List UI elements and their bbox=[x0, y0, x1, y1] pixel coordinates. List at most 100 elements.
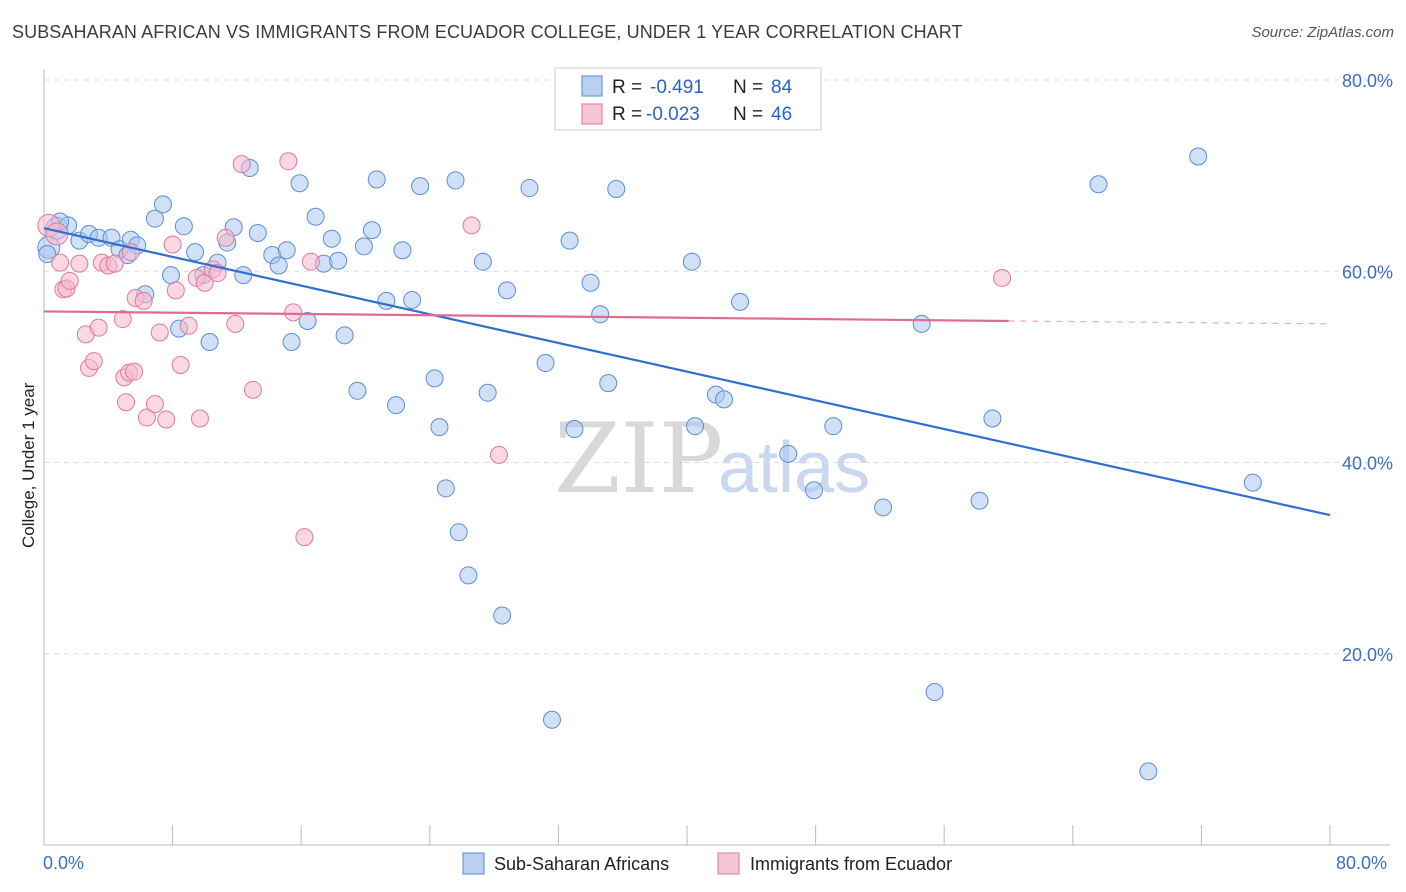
legend-r-label-1: R = bbox=[612, 77, 642, 98]
point-ecuador bbox=[993, 268, 1012, 287]
point-ecuador bbox=[195, 273, 214, 292]
legend-n-label-2: N = bbox=[733, 104, 763, 125]
point-sub-saharan bbox=[1089, 175, 1108, 194]
point-ecuador bbox=[166, 281, 185, 300]
point-sub-saharan bbox=[560, 231, 579, 250]
chart-source: Source: ZipAtlas.com bbox=[1251, 24, 1394, 41]
legend-r-label-2: R = bbox=[612, 104, 642, 125]
point-sub-saharan bbox=[186, 243, 205, 262]
point-sub-saharan bbox=[874, 498, 893, 517]
point-ecuador bbox=[279, 152, 298, 171]
point-sub-saharan bbox=[298, 311, 317, 330]
point-sub-saharan bbox=[682, 252, 701, 271]
point-sub-saharan bbox=[459, 566, 478, 585]
point-ecuador bbox=[60, 271, 79, 290]
point-sub-saharan bbox=[493, 606, 512, 625]
point-ecuador bbox=[232, 155, 251, 174]
point-sub-saharan bbox=[174, 217, 193, 236]
point-sub-saharan bbox=[591, 305, 610, 324]
point-sub-saharan bbox=[411, 177, 430, 196]
point-sub-saharan bbox=[520, 179, 539, 198]
point-sub-saharan bbox=[335, 326, 354, 345]
point-sub-saharan bbox=[200, 333, 219, 352]
point-ecuador bbox=[284, 303, 303, 322]
point-sub-saharan bbox=[446, 171, 465, 190]
point-sub-saharan bbox=[403, 290, 422, 309]
point-sub-saharan bbox=[581, 273, 600, 292]
point-ecuador bbox=[489, 445, 508, 464]
x-tick-label-min: 0.0% bbox=[43, 853, 84, 873]
point-sub-saharan bbox=[269, 256, 288, 275]
point-sub-saharan bbox=[362, 221, 381, 240]
y-axis-title: College, Under 1 year bbox=[19, 382, 38, 548]
point-ecuador bbox=[84, 352, 103, 371]
point-ecuador bbox=[89, 318, 108, 337]
point-sub-saharan bbox=[1189, 147, 1208, 166]
trend-line-1 bbox=[43, 310, 1009, 323]
trend-line-1-extension bbox=[1008, 320, 1331, 325]
point-sub-saharan bbox=[779, 444, 798, 463]
series-immigrants-from-ecuador bbox=[37, 152, 1012, 547]
point-sub-saharan bbox=[145, 209, 164, 228]
point-ecuador bbox=[45, 222, 69, 246]
point-sub-saharan bbox=[542, 710, 561, 729]
x-tick-label-max: 80.0% bbox=[1336, 853, 1387, 873]
point-ecuador bbox=[113, 310, 132, 329]
point-sub-saharan bbox=[686, 417, 705, 436]
point-sub-saharan bbox=[1243, 473, 1262, 492]
point-sub-saharan bbox=[306, 207, 325, 226]
point-sub-saharan bbox=[329, 251, 348, 270]
bottom-legend-swatch-pink bbox=[717, 852, 740, 875]
point-sub-saharan bbox=[1139, 762, 1158, 781]
point-sub-saharan bbox=[565, 420, 584, 439]
legend-box: R = -0.491 N = 84 R = -0.023 N = 46 bbox=[554, 67, 822, 131]
bottom-legend: Sub-Saharan Africans Immigrants from Ecu… bbox=[462, 852, 952, 875]
point-ecuador bbox=[134, 291, 153, 310]
point-sub-saharan bbox=[497, 281, 516, 300]
point-sub-saharan bbox=[478, 383, 497, 402]
point-sub-saharan bbox=[161, 266, 180, 285]
watermark-atlas: atlas bbox=[718, 428, 870, 508]
point-sub-saharan bbox=[599, 374, 618, 393]
point-sub-saharan bbox=[473, 252, 492, 271]
y-tick-label-40: 40.0% bbox=[1342, 454, 1393, 474]
point-ecuador bbox=[145, 395, 164, 414]
legend-n-value-1: 84 bbox=[771, 77, 793, 98]
point-sub-saharan bbox=[925, 683, 944, 701]
legend-r-value-2: -0.023 bbox=[646, 104, 700, 125]
trend-line-0 bbox=[43, 227, 1331, 517]
point-sub-saharan bbox=[983, 409, 1002, 428]
point-ecuador bbox=[105, 254, 124, 273]
point-sub-saharan bbox=[322, 229, 341, 248]
point-ecuador bbox=[163, 235, 182, 254]
point-ecuador bbox=[125, 362, 144, 381]
point-ecuador bbox=[243, 380, 262, 399]
point-ecuador bbox=[70, 254, 89, 273]
point-sub-saharan bbox=[607, 180, 626, 199]
point-ecuador bbox=[190, 409, 209, 428]
point-sub-saharan bbox=[248, 224, 267, 242]
point-sub-saharan bbox=[277, 241, 296, 260]
point-ecuador bbox=[137, 408, 156, 427]
trend-lines bbox=[43, 227, 1331, 517]
point-ecuador bbox=[216, 228, 235, 247]
point-ecuador bbox=[462, 216, 481, 235]
point-sub-saharan bbox=[367, 170, 386, 189]
chart-title: SUBSAHARAN AFRICAN VS IMMIGRANTS FROM EC… bbox=[12, 22, 963, 42]
point-ecuador bbox=[116, 393, 135, 412]
point-sub-saharan bbox=[436, 479, 455, 498]
point-ecuador bbox=[51, 253, 70, 272]
bottom-legend-label-2: Immigrants from Ecuador bbox=[750, 854, 952, 874]
point-ecuador bbox=[226, 314, 245, 333]
point-sub-saharan bbox=[290, 174, 309, 193]
point-ecuador bbox=[179, 316, 198, 335]
legend-swatch-pink bbox=[581, 103, 603, 125]
point-sub-saharan bbox=[38, 245, 57, 264]
point-sub-saharan bbox=[393, 241, 412, 260]
point-sub-saharan bbox=[425, 369, 444, 388]
point-ecuador bbox=[301, 252, 320, 271]
point-sub-saharan bbox=[912, 314, 931, 333]
point-ecuador bbox=[150, 323, 169, 342]
x-ticks bbox=[43, 825, 1331, 845]
